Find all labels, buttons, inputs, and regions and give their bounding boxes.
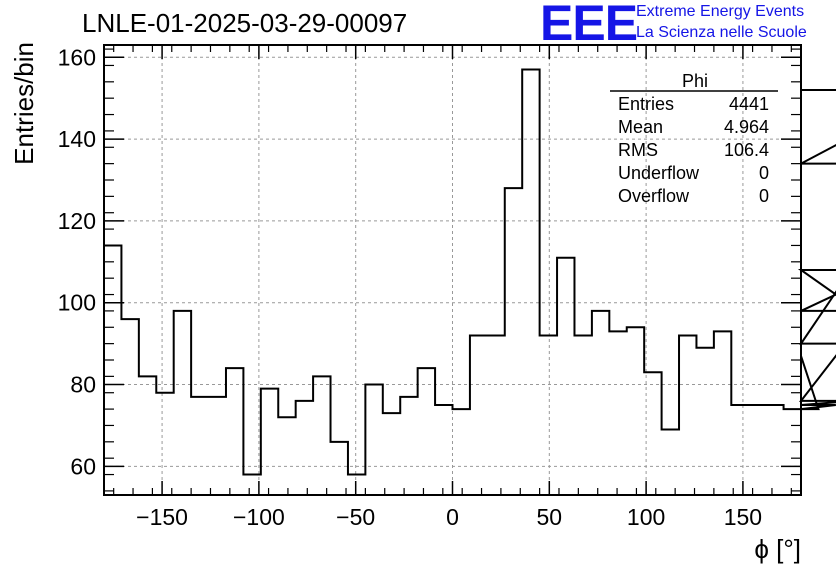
stats-label: Underflow [618,163,700,183]
x-tick-label: −50 [336,504,375,530]
stats-box: Phi Entries 4441 Mean 4.964 RMS 106.4 Underflow… [610,71,778,206]
plot-frame [103,44,802,496]
y-tick-label: 160 [58,44,96,70]
stats-label: Mean [618,117,663,137]
stats-label: RMS [618,140,658,160]
x-tick-label: 150 [724,504,762,530]
stats-value: 106.4 [724,140,769,160]
y-tick-label: 100 [58,290,96,316]
stats-value: 0 [759,186,769,206]
x-axis-title: ϕ [°] [754,534,801,564]
eee-tagline-1: Extreme Energy Events [636,3,805,20]
y-tick-label: 60 [70,453,96,479]
tick-labels: −150 −100 −50 0 50 100 150 60 80 100 120 140 160 [58,44,762,530]
eee-logo: EEE [540,0,638,51]
stats-value: 4.964 [724,117,769,137]
stats-label: Entries [618,94,674,114]
eee-tagline-2: La Scienza nelle Scuole [636,24,807,41]
y-axis-title: Entries/bin [9,42,39,165]
x-tick-label: −150 [136,504,188,530]
chart-title: LNLE-01-2025-03-29-00097 [82,8,408,38]
grid-lines [104,45,801,495]
stats-value: 0 [759,163,769,183]
stats-value: 4441 [729,94,769,114]
stats-label: Overflow [618,186,690,206]
x-tick-label: 100 [627,504,665,530]
x-tick-label: −100 [233,504,285,530]
y-tick-label: 140 [58,126,96,152]
x-tick-label: 50 [537,504,563,530]
y-tick-label: 80 [70,372,96,398]
x-tick-label: 0 [446,504,459,530]
stats-title: Phi [682,71,708,91]
histogram-series [104,68,836,476]
y-tick-label: 120 [58,208,96,234]
